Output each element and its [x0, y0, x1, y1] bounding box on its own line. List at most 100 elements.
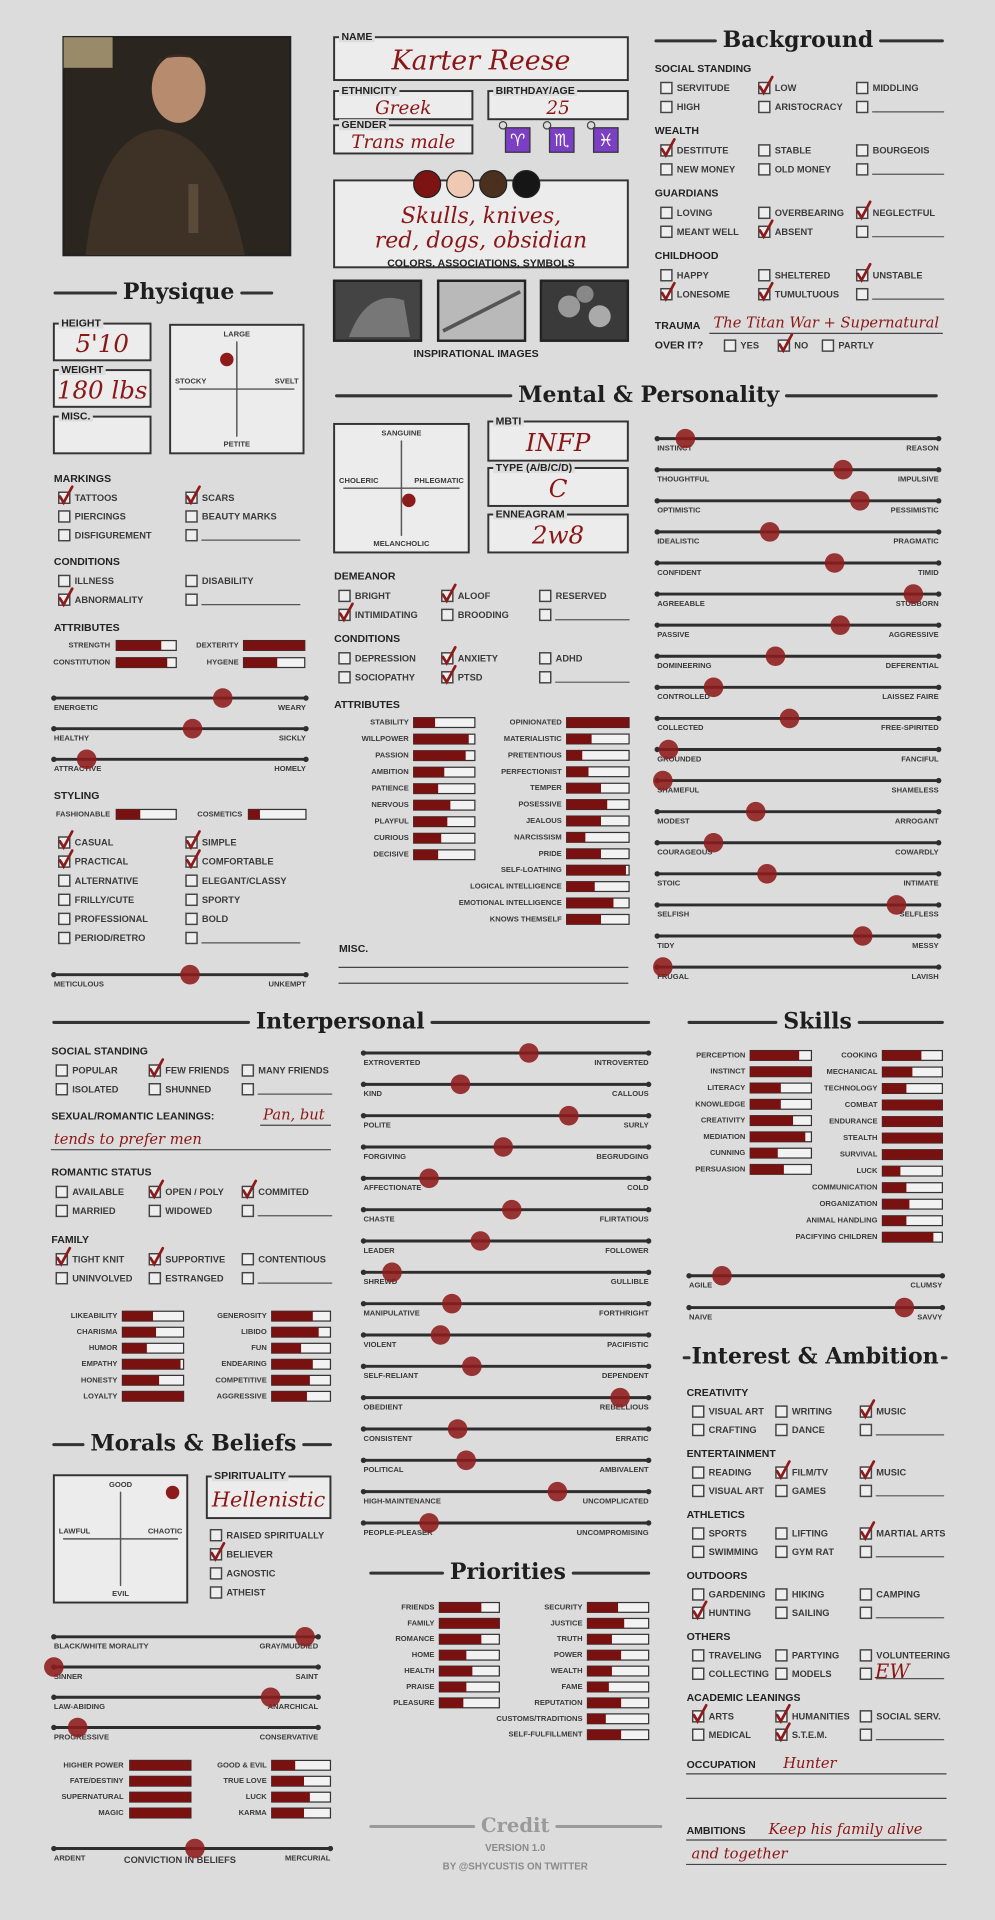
bar-label: STEALTH [843, 1133, 877, 1142]
slider-right-label: GULLIBLE [611, 1277, 649, 1286]
slider-end [654, 933, 660, 939]
checkbox [859, 1606, 873, 1620]
group-label: GUARDIANS [655, 188, 719, 200]
checkbox-label: WRITING [792, 1407, 832, 1417]
grid-label: SANGUINE [381, 429, 421, 438]
slider-left-label: POLITICAL [363, 1465, 403, 1474]
slider-knob [833, 459, 853, 480]
checkbox-label: MEDICAL [709, 1730, 752, 1740]
check-mark [775, 1703, 791, 1724]
slider-right-label: CLUMSY [910, 1281, 942, 1290]
field-value: INFP [525, 428, 591, 457]
slider-end [645, 1332, 652, 1338]
bar [413, 717, 436, 728]
slider-end [303, 756, 309, 762]
slider-right-label: FORTHRIGHT [599, 1308, 649, 1317]
checkbox [859, 1649, 873, 1662]
checkbox-label: PARTLY [838, 341, 874, 351]
checkbox [775, 1606, 788, 1620]
grid-label: CHAOTIC [148, 1527, 183, 1536]
bar [566, 832, 586, 843]
check-mark [778, 333, 794, 354]
checkbox [338, 652, 351, 665]
slider-left-label: CONTROLLED [657, 692, 710, 701]
bar [122, 1327, 157, 1338]
bar-label: WILLPOWER [362, 734, 410, 743]
field-value: 2w8 [531, 521, 584, 550]
slider-knob [824, 553, 845, 573]
slider-right-label: REBELLIOUS [600, 1402, 649, 1411]
field-box [52, 322, 152, 362]
bar [122, 1391, 184, 1402]
slider-knob [675, 428, 696, 449]
slider-knob [903, 584, 924, 604]
slider-end [360, 1488, 367, 1495]
slider-end [303, 695, 309, 701]
slider-left-label: AFFECTIONATE [363, 1183, 421, 1192]
checkbox-label: PERIOD/RETRO [75, 933, 146, 943]
slider-left-label: KIND [363, 1089, 382, 1098]
slider-end [360, 1300, 367, 1307]
slider-end [654, 653, 660, 659]
checkbox-label: BELIEVER [226, 1549, 273, 1559]
check-mark [56, 1246, 72, 1267]
slider-end [360, 1081, 367, 1088]
checkbox-label: YES [740, 341, 759, 351]
checkbox [723, 339, 737, 352]
check-mark [856, 200, 872, 221]
checkbox-label: ESTRANGED [165, 1273, 224, 1283]
check-mark [242, 1179, 258, 1200]
checkbox [209, 1586, 223, 1599]
checkbox [241, 1271, 255, 1285]
bar-label: HYGENE [207, 658, 239, 667]
bar-label: AMBITION [371, 767, 408, 776]
bar-track [566, 733, 630, 745]
bar-track [566, 749, 630, 761]
slider-end [654, 435, 660, 442]
slider-knob [559, 1105, 579, 1126]
section-title: Morals & Beliefs [90, 1431, 296, 1457]
bar [882, 1133, 943, 1143]
bar-label: MATERIALISTIC [504, 734, 562, 743]
bar [122, 1375, 160, 1386]
checkbox [185, 874, 198, 887]
bar-label: SECURITY [544, 1602, 582, 1611]
bar [413, 849, 439, 860]
slider-left-label: LAW-ABIDING [54, 1702, 105, 1711]
slider-end [360, 1426, 367, 1432]
bar [271, 1311, 313, 1322]
section-title: Skills [783, 1008, 852, 1034]
inspirational-images [332, 279, 630, 342]
bar-label: PERFECTIONIST [501, 767, 562, 776]
bar [750, 1148, 778, 1159]
checkbox [859, 1484, 873, 1498]
slider-end [360, 1050, 367, 1056]
bar-label: INSTINCT [710, 1067, 745, 1076]
zodiac-sign: ♈ [510, 131, 525, 151]
checkbox [148, 1204, 162, 1218]
slider-right-label: CONSERVATIVE [260, 1732, 319, 1741]
associations-label: COLORS, ASSOCIATIONS, SYMBOLS [387, 257, 575, 269]
slider-end [686, 1273, 692, 1279]
checkbox [660, 163, 673, 176]
slider-left-label: PROGRESSIVE [54, 1732, 109, 1741]
field-box [487, 420, 629, 462]
slider-end [645, 1144, 652, 1150]
slider-left-label: SELFISH [657, 910, 689, 919]
checkbox-label: ANXIETY [458, 653, 499, 663]
slider-left-label: OPTIMISTIC [657, 506, 701, 515]
slider-knob [419, 1513, 439, 1533]
slider-end [360, 1394, 367, 1401]
field-label-bg [58, 363, 106, 375]
slider-knob [462, 1356, 482, 1377]
group-label: OTHERS [687, 1631, 731, 1643]
bar [413, 816, 448, 827]
bar [413, 734, 469, 744]
slider-right-label: COWARDLY [895, 848, 939, 857]
slider-end [654, 467, 660, 473]
slider-end [51, 756, 57, 762]
bar-label: EMPATHY [82, 1359, 118, 1368]
checkbox [55, 1064, 69, 1077]
bar [129, 1808, 191, 1818]
bar [271, 1792, 310, 1803]
